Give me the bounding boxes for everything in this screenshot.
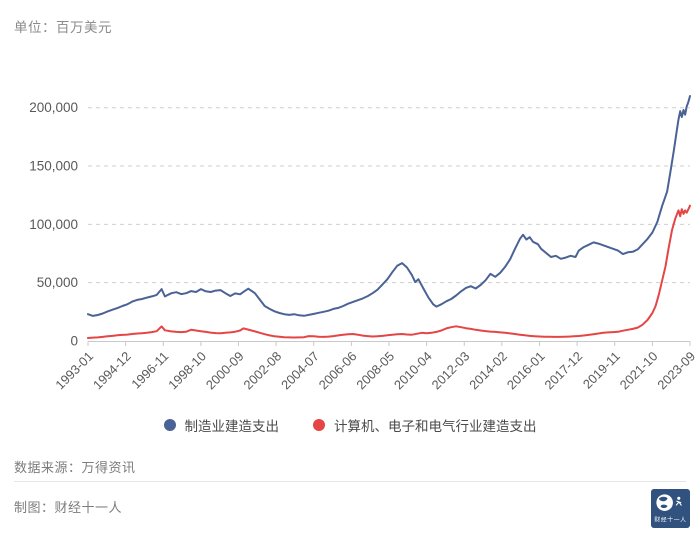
legend-dot-icon — [163, 419, 176, 431]
legend-label: 计算机、电子和电气行业建造支出 — [334, 419, 537, 434]
y-axis-tick-label: 50,000 — [37, 275, 78, 290]
legend: 制造业建造支出 计算机、电子和电气行业建造支出 — [0, 412, 700, 438]
logo-text: 财经十一人 — [654, 516, 686, 524]
data-source-text: 数据来源：万得资讯 — [14, 460, 136, 475]
x-axis-tick-label: 2016-01 — [504, 349, 548, 393]
x-axis-tick-label: 2017-12 — [541, 349, 585, 393]
x-axis-tick-label: 1998-10 — [165, 349, 209, 393]
x-axis-tick-label: 2019-11 — [580, 349, 623, 392]
legend-dot-icon — [313, 419, 325, 431]
x-axis-tick-label: 2014-02 — [466, 349, 510, 393]
y-axis-tick-label: 200,000 — [29, 100, 78, 115]
x-axis-tick-label: 2008-05 — [353, 349, 397, 393]
runner-icon — [675, 496, 682, 506]
x-axis-tick-label: 1993-01 — [52, 349, 96, 393]
series-line-electronics — [87, 204, 691, 339]
x-axis-tick-label: 2010-04 — [391, 349, 435, 393]
unit-label: 单位：百万美元 — [14, 20, 112, 35]
series-line-manufacturing — [87, 95, 691, 317]
legend-label: 制造业建造支出 — [184, 419, 280, 434]
x-axis-tick-label: 2021-10 — [617, 349, 661, 393]
legend-item-manufacturing: 制造业建造支出 — [163, 415, 280, 435]
globe-icon — [656, 494, 673, 511]
legend-item-electronics: 计算机、电子和电气行业建造支出 — [313, 415, 537, 435]
footer-divider — [14, 481, 686, 482]
publisher-logo: 财经十一人 — [651, 489, 690, 528]
credit-text: 制图：财经十一人 — [14, 500, 123, 515]
x-axis-tick-label: 2000-09 — [203, 349, 247, 393]
y-axis-tick-label: 100,000 — [29, 217, 78, 232]
x-axis-tick-label: 2012-03 — [429, 349, 473, 393]
line-chart: 0 50,000 100,000 150,000 200,000 1993-011994-… — [29, 95, 698, 393]
x-axis-tick-label: 1994-12 — [90, 349, 134, 393]
x-axis-tick-label: 2002-08 — [240, 349, 284, 393]
y-axis-tick-label: 150,000 — [29, 159, 78, 174]
x-axis-tick-label: 2023-09 — [654, 349, 698, 393]
y-axis-tick-label: 0 — [70, 334, 78, 349]
x-axis-tick-label: 2006-06 — [316, 349, 360, 393]
x-axis-tick-label: 1996-11 — [128, 349, 171, 392]
x-axis-tick-label: 2004-07 — [278, 349, 322, 393]
